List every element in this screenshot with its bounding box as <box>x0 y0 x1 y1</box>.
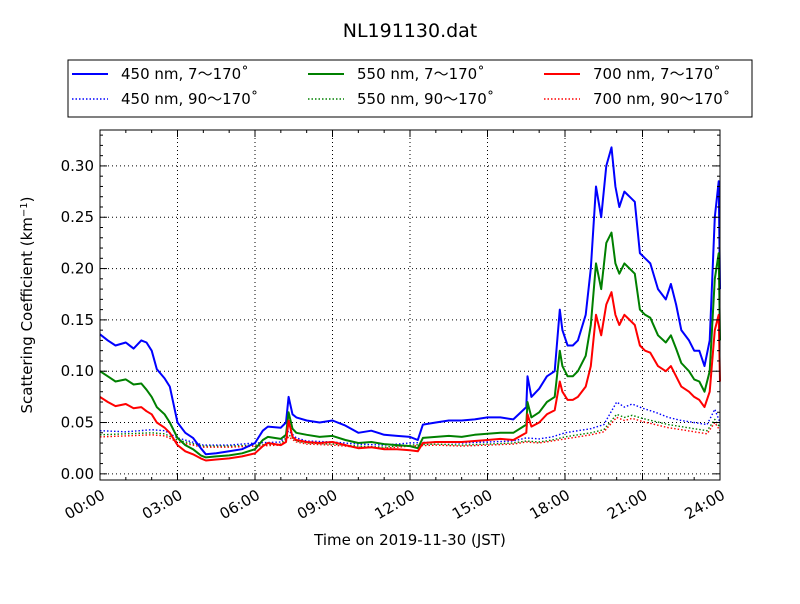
x-tick-label: 03:00 <box>139 486 185 523</box>
legend: 450 nm, 7～170˚ 450 nm, 90～170˚ 550 nm, 7～1… <box>67 59 753 118</box>
series-line-0 <box>99 146 721 456</box>
x-tick-label: 09:00 <box>294 486 340 523</box>
legend-label-3: 550 nm, 90～170˚ <box>357 90 494 108</box>
legend-label-1: 450 nm, 90～170˚ <box>121 90 258 108</box>
y-axis-title-main: Scattering Coefficient (km <box>18 217 36 413</box>
x-tick-label: 15:00 <box>449 486 495 523</box>
x-tick-label: 21:00 <box>604 486 650 523</box>
x-axis-title: Time on 2019-11-30 (JST) <box>313 531 506 549</box>
series-line-4 <box>99 291 721 462</box>
y-tick-label: 0.05 <box>61 414 94 432</box>
legend-label-0: 450 nm, 7～170˚ <box>121 65 249 83</box>
series-layer <box>99 146 721 462</box>
y-tick-label: 0.30 <box>61 157 94 175</box>
x-tick-label: 12:00 <box>372 486 418 523</box>
series-line-3 <box>99 413 721 448</box>
y-tick-label: 0.15 <box>61 311 94 329</box>
legend-label-5: 700 nm, 90～170˚ <box>593 90 730 108</box>
y-axis-title-close: ) <box>18 196 36 202</box>
series-line-1 <box>99 401 721 446</box>
y-tick-label: 0.10 <box>61 362 94 380</box>
y-tick-label: 0.00 <box>61 465 94 483</box>
x-tick-label: 00:00 <box>62 486 108 523</box>
chart-title: NL191130.dat <box>343 20 478 42</box>
legend-label-2: 550 nm, 7～170˚ <box>357 65 485 83</box>
x-tick-label: 06:00 <box>217 486 263 523</box>
legend-label-4: 700 nm, 7～170˚ <box>593 65 721 83</box>
x-tick-label: 18:00 <box>527 486 573 523</box>
series-line-2 <box>99 231 721 459</box>
y-axis-title-exponent: −1 <box>19 202 30 217</box>
ticks: 00:00 03:00 06:00 09:00 12:00 15:00 18:00 21:00… <box>61 130 728 523</box>
x-tick-label: 24:00 <box>682 486 728 523</box>
y-tick-label: 0.25 <box>61 208 94 226</box>
y-axis-title: Scattering Coefficient (km−1) <box>18 196 36 413</box>
y-tick-label: 0.20 <box>61 260 94 278</box>
legend-frame <box>67 59 753 118</box>
grid <box>100 130 720 480</box>
